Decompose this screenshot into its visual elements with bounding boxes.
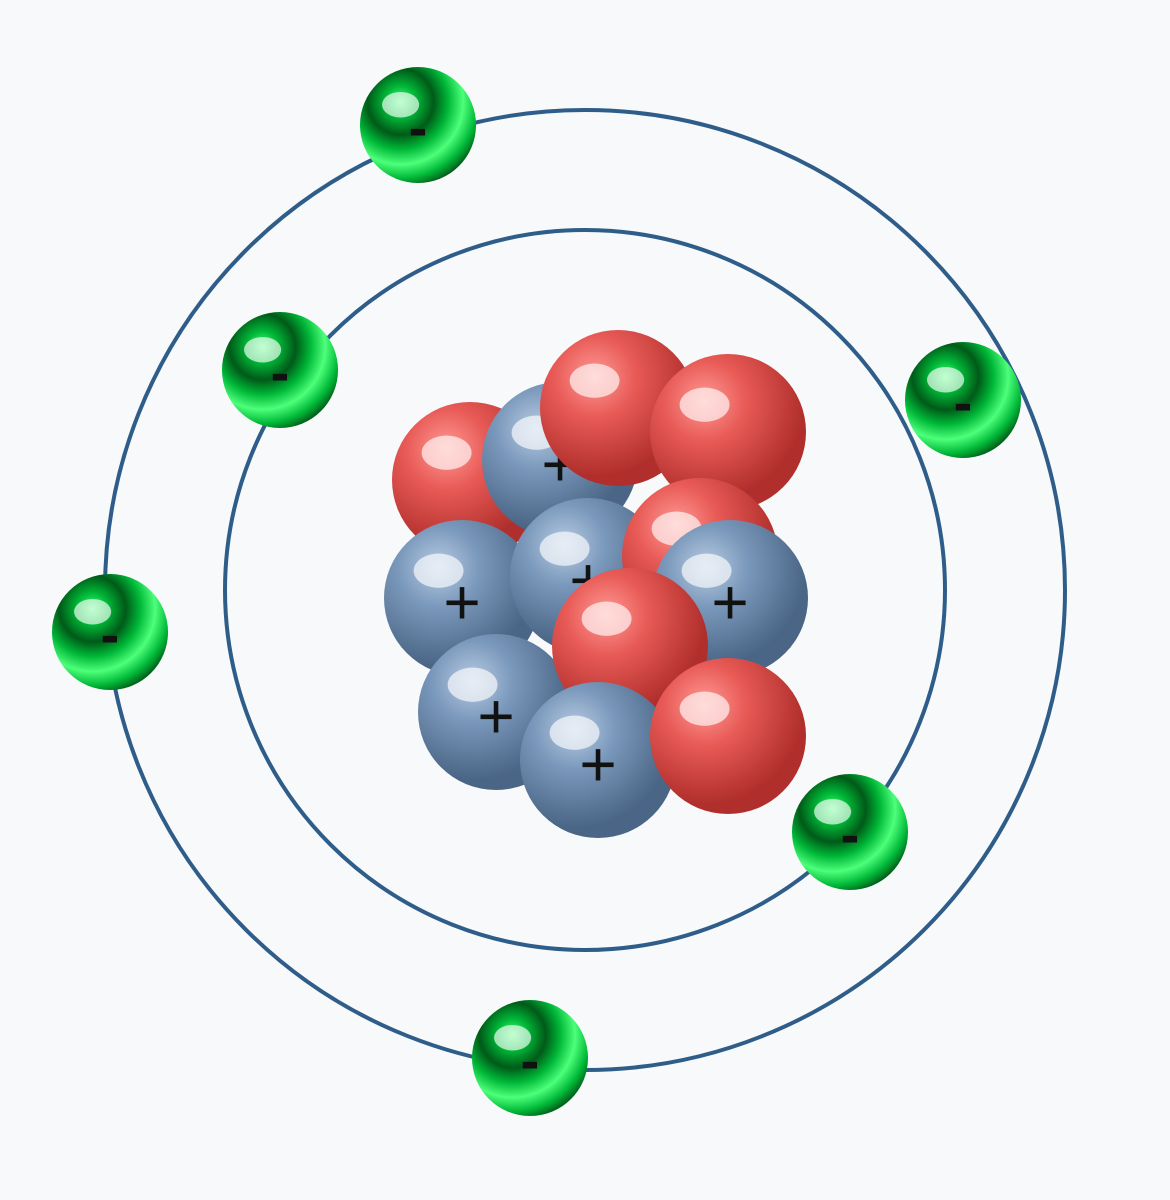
proton-label: + [477, 680, 514, 752]
neutron-particle [650, 658, 806, 814]
electron-label: - [841, 803, 860, 866]
atom-diagram: ++++++------ [0, 0, 1170, 1200]
proton-label: + [711, 566, 748, 638]
electron-label: - [409, 96, 428, 159]
electron-label: - [521, 1029, 540, 1092]
proton-label: + [579, 728, 616, 800]
electron-label: - [271, 341, 290, 404]
electron-label: - [101, 603, 120, 666]
proton-label: + [443, 566, 480, 638]
electron-label: - [954, 371, 973, 434]
